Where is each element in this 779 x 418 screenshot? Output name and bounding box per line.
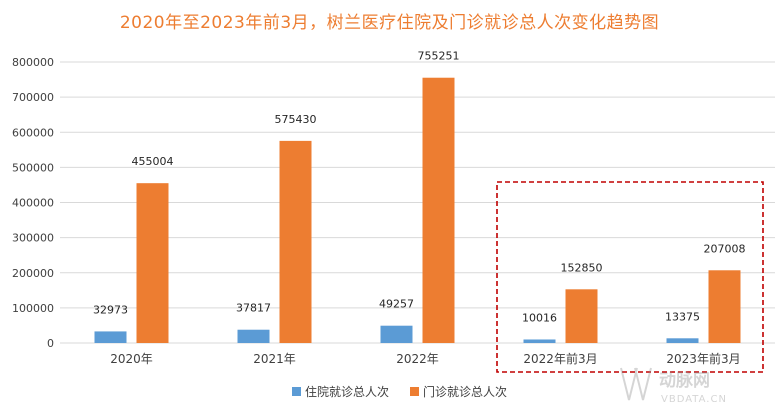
data-label: 37817 [236,302,271,315]
data-label: 10016 [522,311,557,324]
data-label: 32973 [93,303,128,316]
x-tick-label: 2020年 [110,352,153,366]
y-tick-label: 100000 [12,302,54,315]
bar [237,329,270,343]
y-tick-label: 700000 [12,91,54,104]
x-tick-label: 2022年前3月 [523,351,597,366]
watermark-logo: 动脉网 VBDATA.CN [617,362,765,406]
bar [666,338,699,343]
bar [708,270,741,343]
x-tick-label: 2022年 [396,352,439,366]
y-tick-label: 500000 [12,161,54,174]
data-label: 575430 [275,113,317,126]
chart-title: 2020年至2023年前3月，树兰医疗住院及门诊就诊总人次变化趋势图 [119,13,660,33]
y-tick-label: 400000 [12,197,54,210]
legend-swatch [410,387,419,396]
y-tick-label: 200000 [12,267,54,280]
bar [565,289,598,343]
data-label: 13375 [665,310,700,323]
data-label: 152850 [561,261,603,274]
y-tick-label: 600000 [12,126,54,139]
bar [422,77,455,344]
legend-swatch [292,387,301,396]
bar [136,183,169,343]
watermark-name: 动脉网 [659,370,710,391]
y-tick-label: 800000 [12,56,54,69]
data-label: 49257 [379,298,414,311]
highlight-box [496,181,764,373]
data-label: 455004 [132,155,174,168]
legend-label: 门诊就诊总人次 [423,384,507,399]
y-tick-label: 300000 [12,232,54,245]
bar [380,325,413,343]
legend-label: 住院就诊总人次 [305,385,389,399]
data-label: 755251 [418,50,460,63]
data-label: 207008 [704,242,746,255]
x-tick-label: 2023年前3月 [666,351,740,366]
bar [279,140,312,343]
y-tick-label: 0 [47,337,54,350]
watermark-domain: VBDATA.CN [661,394,727,405]
bar [523,339,556,343]
x-tick-label: 2021年 [253,352,296,366]
bar [94,331,127,343]
